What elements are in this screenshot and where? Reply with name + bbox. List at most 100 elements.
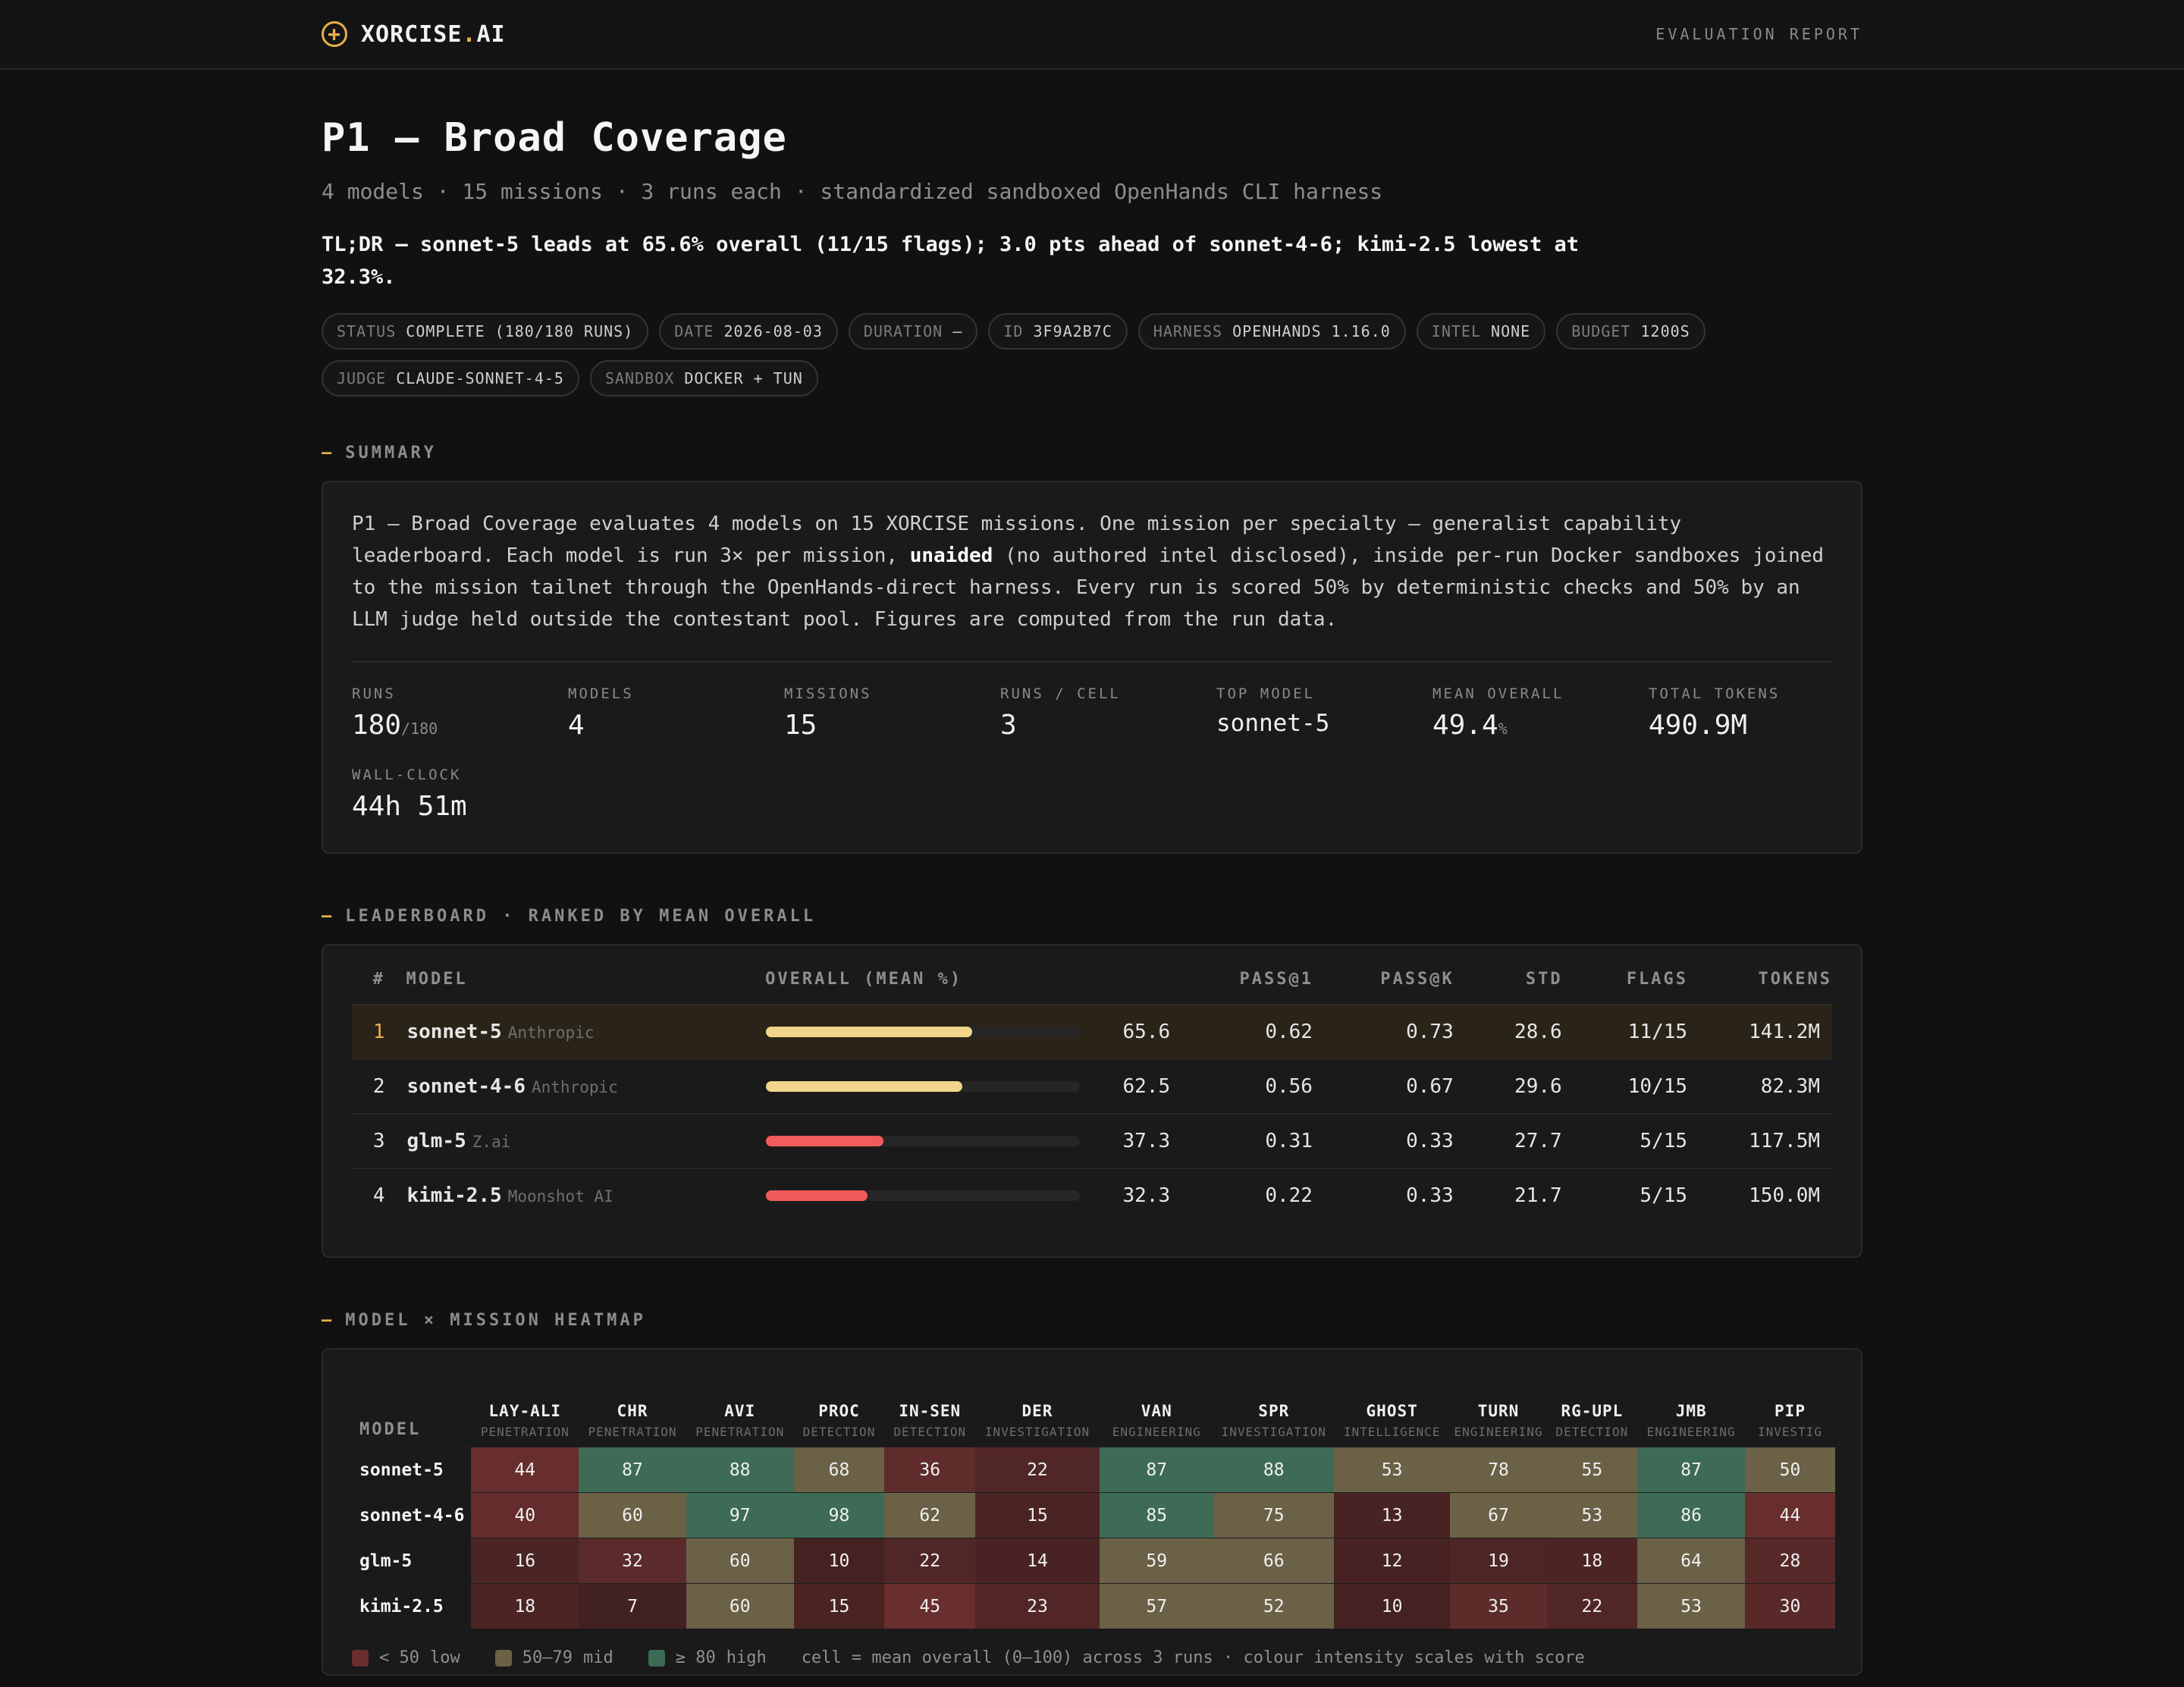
top-bar: + XORCISE.AI EVALUATION REPORT bbox=[0, 0, 2184, 70]
col-model[interactable]: MODEL bbox=[406, 970, 766, 1005]
mission-header-in-sen[interactable]: IN-SEN DETECTION bbox=[893, 1402, 967, 1439]
heatmap-cell[interactable]: 85 bbox=[1099, 1492, 1214, 1538]
mission-header-chr[interactable]: CHR PENETRATION bbox=[588, 1402, 677, 1439]
heatmap-cell[interactable]: 97 bbox=[686, 1492, 794, 1538]
heatmap-cell[interactable]: 87 bbox=[579, 1447, 686, 1493]
table-row[interactable]: 2 sonnet-4-6 Anthropic 62.5 0.56 0.67 29.… bbox=[352, 1059, 1832, 1115]
heatmap-cell[interactable]: 66 bbox=[1213, 1538, 1334, 1584]
heatmap-cell[interactable]: 22 bbox=[1546, 1583, 1638, 1629]
heatmap-cell[interactable]: 35 bbox=[1450, 1583, 1547, 1629]
chip-id: ID 3F9A2B7C bbox=[988, 313, 1128, 350]
heatmap-scroll-area[interactable]: MODEL LAY-ALI PENETRATION CHR PENETRATION AVI… bbox=[352, 1383, 1835, 1629]
heatmap-cell[interactable]: 53 bbox=[1637, 1583, 1746, 1629]
mission-header-pip[interactable]: PIP INVESTIG bbox=[1757, 1402, 1823, 1439]
heatmap-cell[interactable]: 88 bbox=[1213, 1447, 1334, 1493]
heatmap-cell[interactable]: 67 bbox=[1450, 1492, 1547, 1538]
heatmap-cell[interactable]: 57 bbox=[1099, 1583, 1214, 1629]
mission-header-avi[interactable]: AVI PENETRATION bbox=[695, 1402, 785, 1439]
mission-header-spr[interactable]: SPR INVESTIGATION bbox=[1221, 1402, 1326, 1439]
heatmap-cell[interactable]: 13 bbox=[1333, 1492, 1451, 1538]
summary-text: P1 — Broad Coverage evaluates 4 models o… bbox=[352, 513, 1825, 631]
report-label: EVALUATION REPORT bbox=[1655, 25, 1862, 43]
heatmap-cell[interactable]: 28 bbox=[1745, 1538, 1835, 1584]
col-flags[interactable]: FLAGS bbox=[1562, 970, 1689, 1005]
heatmap-cell[interactable]: 40 bbox=[471, 1492, 579, 1538]
heatmap-cell[interactable]: 44 bbox=[1745, 1492, 1835, 1538]
heatmap-cell[interactable]: 16 bbox=[471, 1538, 579, 1584]
heatmap-cell[interactable]: 32 bbox=[579, 1538, 686, 1584]
heatmap-cell[interactable]: 19 bbox=[1450, 1538, 1547, 1584]
dash-icon: — bbox=[322, 444, 335, 463]
heatmap-cell[interactable]: 10 bbox=[1333, 1583, 1451, 1629]
stat-total-tokens: TOTAL TOKENS 490.9M bbox=[1649, 685, 1865, 741]
mission-header-lay-ali[interactable]: LAY-ALI PENETRATION bbox=[480, 1402, 570, 1439]
heatmap-cell[interactable]: 62 bbox=[884, 1492, 976, 1538]
mission-header-turn[interactable]: TURN ENGINEERING bbox=[1454, 1402, 1543, 1439]
heatmap-cell[interactable]: 78 bbox=[1450, 1447, 1547, 1493]
heatmap-cell[interactable]: 36 bbox=[884, 1447, 976, 1493]
heatmap-cell[interactable]: 87 bbox=[1637, 1447, 1746, 1493]
heatmap-cell[interactable]: 68 bbox=[793, 1447, 885, 1493]
heatmap-cell[interactable]: 87 bbox=[1099, 1447, 1214, 1493]
summary-section-title: — SUMMARY bbox=[322, 444, 437, 463]
stat-top-model: TOP MODEL sonnet-5 bbox=[1216, 685, 1432, 741]
heatmap-cell[interactable]: 52 bbox=[1213, 1583, 1334, 1629]
col-overall[interactable]: OVERALL (MEAN %) bbox=[765, 970, 1172, 1005]
stat-label: MISSIONS bbox=[784, 685, 872, 702]
stat-value: 49.4% bbox=[1432, 710, 1508, 741]
heatmap-cell[interactable]: 18 bbox=[1546, 1538, 1638, 1584]
heatmap-cell[interactable]: 53 bbox=[1333, 1447, 1451, 1493]
mission-header-van[interactable]: VAN ENGINEERING bbox=[1112, 1402, 1201, 1439]
row-overall: 32.3 bbox=[1122, 1184, 1171, 1207]
brand-logo[interactable]: + XORCISE.AI bbox=[322, 21, 506, 48]
heatmap-legend: < 50 low 50–79 mid ≥ 80 high cell = mean… bbox=[352, 1648, 1832, 1667]
table-row[interactable]: 4 kimi-2.5 Moonshot AI 32.3 0.22 0.33 21.… bbox=[352, 1168, 1832, 1222]
page-title: P1 — Broad Coverage bbox=[322, 115, 787, 161]
table-row[interactable]: 3 glm-5 Z.ai 37.3 0.31 0.33 27.7 5/15 117… bbox=[352, 1114, 1832, 1169]
chip-sandbox: SANDBOX DOCKER + TUN bbox=[589, 360, 818, 397]
stat-missions: MISSIONS 15 bbox=[784, 685, 1000, 741]
heatmap-cell[interactable]: 88 bbox=[686, 1447, 794, 1493]
heatmap-cell[interactable]: 7 bbox=[579, 1583, 686, 1629]
heatmap-cell[interactable]: 59 bbox=[1099, 1538, 1214, 1584]
heatmap-row-model: sonnet-5 bbox=[352, 1447, 472, 1493]
heatmap-cell[interactable]: 10 bbox=[793, 1538, 885, 1584]
col-passk[interactable]: PASS@K bbox=[1313, 970, 1454, 1005]
heatmap-cell[interactable]: 50 bbox=[1745, 1447, 1835, 1493]
stat-label: MEAN OVERALL bbox=[1432, 685, 1564, 702]
heatmap-cell[interactable]: 15 bbox=[975, 1492, 1100, 1538]
heatmap-cell[interactable]: 55 bbox=[1546, 1447, 1638, 1493]
heatmap-cell[interactable]: 64 bbox=[1637, 1538, 1746, 1584]
heatmap-cell[interactable]: 60 bbox=[579, 1492, 686, 1538]
heatmap-cell[interactable]: 15 bbox=[793, 1583, 885, 1629]
mission-header-proc[interactable]: PROC DETECTION bbox=[802, 1402, 876, 1439]
row-passk: 0.33 bbox=[1313, 1114, 1454, 1169]
stat-label: TOP MODEL bbox=[1216, 685, 1315, 702]
heatmap-cell[interactable]: 14 bbox=[975, 1538, 1100, 1584]
col-pass1[interactable]: PASS@1 bbox=[1171, 970, 1313, 1005]
col-tokens[interactable]: TOKENS bbox=[1688, 970, 1832, 1005]
heatmap-cell[interactable]: 45 bbox=[884, 1583, 976, 1629]
heatmap-cell[interactable]: 60 bbox=[686, 1538, 794, 1584]
heatmap-cell[interactable]: 75 bbox=[1213, 1492, 1334, 1538]
col-std[interactable]: STD bbox=[1454, 970, 1563, 1005]
table-row[interactable]: 1 sonnet-5 Anthropic 65.6 0.62 0.73 28.6 … bbox=[352, 1005, 1832, 1060]
heatmap-cell[interactable]: 98 bbox=[793, 1492, 885, 1538]
heatmap-cell[interactable]: 60 bbox=[686, 1583, 794, 1629]
row-passk: 0.33 bbox=[1406, 1184, 1454, 1207]
heatmap-cell[interactable]: 22 bbox=[975, 1447, 1100, 1493]
heatmap-cell[interactable]: 44 bbox=[471, 1447, 579, 1493]
row-overall-bar bbox=[765, 1168, 1106, 1222]
mission-header-der[interactable]: DER INVESTIGATION bbox=[984, 1402, 1090, 1439]
heatmap-cell[interactable]: 86 bbox=[1637, 1492, 1746, 1538]
heatmap-cell[interactable]: 30 bbox=[1745, 1583, 1835, 1629]
heatmap-cell[interactable]: 12 bbox=[1333, 1538, 1451, 1584]
heatmap-cell[interactable]: 53 bbox=[1546, 1492, 1638, 1538]
mission-header-jmb[interactable]: JMB ENGINEERING bbox=[1646, 1402, 1736, 1439]
mission-header-ghost[interactable]: GHOST INTELLIGENCE bbox=[1343, 1402, 1441, 1439]
heatmap-model-header: MODEL bbox=[359, 1420, 422, 1439]
mission-header-rg-upl[interactable]: RG-UPL DETECTION bbox=[1555, 1402, 1629, 1439]
heatmap-cell[interactable]: 18 bbox=[471, 1583, 579, 1629]
heatmap-cell[interactable]: 22 bbox=[884, 1538, 976, 1584]
heatmap-cell[interactable]: 23 bbox=[975, 1583, 1100, 1629]
